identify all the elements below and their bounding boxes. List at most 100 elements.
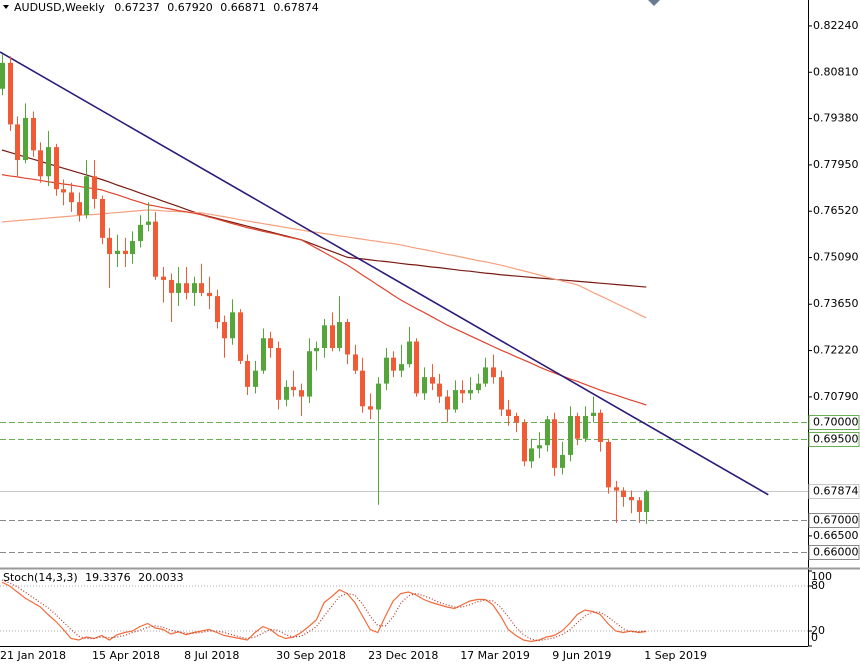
level-label: 0.67874 xyxy=(813,485,859,498)
candle-body xyxy=(38,150,43,177)
trendline xyxy=(0,51,769,496)
candle-body xyxy=(146,221,151,225)
candle-body xyxy=(15,124,20,161)
x-tick-label: 30 Sep 2018 xyxy=(276,649,346,662)
candle-body xyxy=(276,347,281,400)
candle-body xyxy=(130,241,135,255)
y-tick-label: 0.75090 xyxy=(813,251,859,264)
y-tick-label: 0.66500 xyxy=(813,529,859,542)
candle-body xyxy=(583,416,588,439)
candle-body xyxy=(545,419,550,446)
candle-body xyxy=(360,370,365,407)
candle-body xyxy=(606,441,611,488)
candle-body xyxy=(0,62,5,89)
symbol-period: AUDUSD,Weekly xyxy=(14,1,105,14)
candle-body xyxy=(245,360,250,387)
y-tick-label: 0.70790 xyxy=(813,390,859,403)
candle-body xyxy=(31,117,36,151)
candle-body xyxy=(291,386,296,391)
candle-body xyxy=(644,491,649,513)
candle-body xyxy=(514,416,519,423)
candle-body xyxy=(414,341,419,394)
candle-body xyxy=(399,364,404,371)
candle-body xyxy=(123,250,128,255)
candle-body xyxy=(353,354,358,371)
x-tick-label: 17 Mar 2019 xyxy=(460,649,530,662)
candle-body xyxy=(598,412,603,442)
candle-body xyxy=(77,202,82,216)
candle-body xyxy=(437,383,442,397)
candle-body xyxy=(621,490,626,498)
plot-area: 0.82240 0.80810 0.79380 0.77950 0.76520 0.750… xyxy=(0,19,860,662)
menu-arrow[interactable] xyxy=(3,5,9,9)
candle-body xyxy=(330,325,335,348)
candle-body xyxy=(115,250,120,255)
candle-body xyxy=(284,386,289,400)
candle-body xyxy=(337,322,342,348)
level-label: 0.69500 xyxy=(813,433,859,446)
candle-body xyxy=(100,198,105,238)
candle-body xyxy=(368,406,373,410)
candle-body xyxy=(230,312,235,339)
candle-body xyxy=(54,147,59,190)
candle-body xyxy=(322,325,327,348)
candle-body xyxy=(199,283,204,293)
candle-body xyxy=(184,283,189,293)
level-label: 0.70000 xyxy=(813,416,859,429)
candle-body xyxy=(153,221,158,277)
candle-body xyxy=(138,224,143,242)
x-tick-label: 15 Apr 2018 xyxy=(92,649,160,662)
candle-body xyxy=(391,357,396,371)
candle-body xyxy=(499,377,504,410)
candle-body xyxy=(384,357,389,384)
ohlc-open: 0.67237 xyxy=(114,1,160,14)
level-label: 0.66000 xyxy=(813,546,859,559)
candle-body xyxy=(169,279,174,293)
shift-marker[interactable] xyxy=(648,0,660,6)
candle-body xyxy=(207,292,212,297)
x-tick-label: 21 Jan 2018 xyxy=(0,649,66,662)
candle-body xyxy=(46,147,51,177)
candle-body xyxy=(506,409,511,417)
y2-tick-label: 0 xyxy=(811,631,818,644)
indicator-header: Stoch(14,3,3) 19.3376 20.0033 xyxy=(3,571,184,584)
indicator-signal-value: 20.0033 xyxy=(138,571,184,584)
indicator-title: Stoch(14,3,3) xyxy=(3,571,78,584)
y2-tick-label: 20 xyxy=(811,624,825,637)
candle-body xyxy=(468,390,473,394)
y2-tick-label: 100 xyxy=(811,570,832,583)
candle-body xyxy=(61,189,66,193)
candle-body xyxy=(69,192,74,203)
candle-body xyxy=(222,322,227,339)
ohlc-high: 0.67920 xyxy=(167,1,213,14)
candle-body xyxy=(568,416,573,455)
candle-body xyxy=(629,497,634,501)
candle-body xyxy=(591,412,596,417)
y-tick-label: 0.77950 xyxy=(813,158,859,171)
candle-body xyxy=(299,390,304,397)
y-tick-label: 0.82240 xyxy=(813,19,859,32)
x-tick-label: 23 Dec 2018 xyxy=(368,649,438,662)
candle-body xyxy=(253,370,258,387)
ohlc-low: 0.66871 xyxy=(220,1,266,14)
level-label-box xyxy=(808,484,860,499)
candle-body xyxy=(491,367,496,378)
chart-header: AUDUSD,Weekly 0.67237 0.67920 0.66871 0.… xyxy=(14,1,319,14)
candle-body xyxy=(560,454,565,468)
moving-average xyxy=(1,174,647,406)
candle-body xyxy=(552,419,557,468)
candle-body xyxy=(307,351,312,397)
candle-body xyxy=(176,283,181,293)
y-tick-label: 0.76520 xyxy=(813,204,859,217)
candle-body xyxy=(637,500,642,512)
moving-average xyxy=(1,209,647,319)
candle-body xyxy=(268,338,273,348)
candle-body xyxy=(537,445,542,449)
candle-body xyxy=(483,367,488,384)
level-label-box xyxy=(808,545,860,560)
stochastic-line xyxy=(1,581,647,643)
candle-body xyxy=(445,396,450,410)
